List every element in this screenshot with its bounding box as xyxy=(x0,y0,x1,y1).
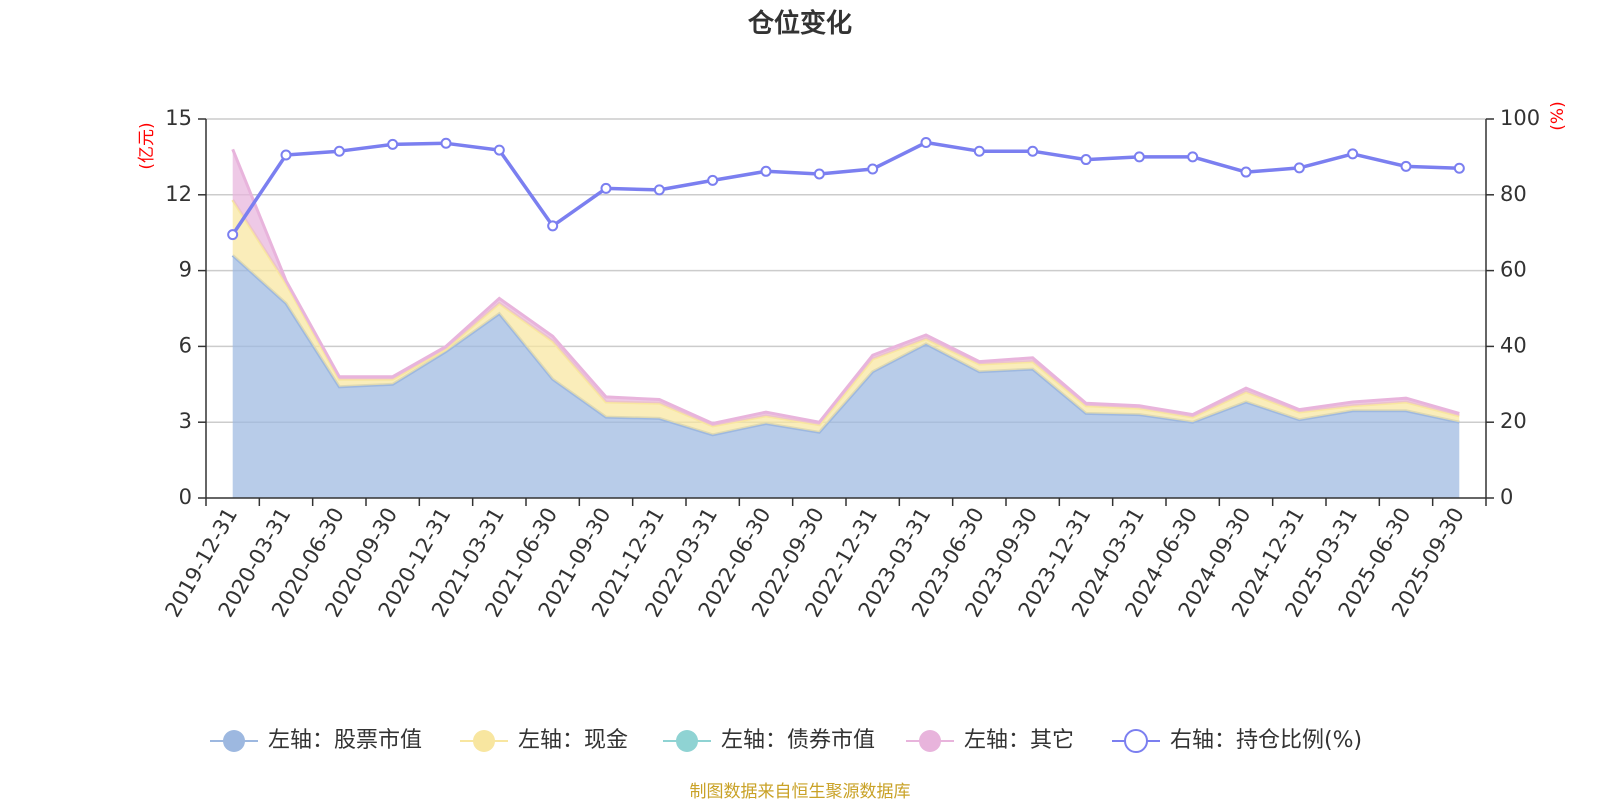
area-左轴：现金 xyxy=(232,199,1460,435)
left-axis-unit: (亿元) xyxy=(137,122,157,169)
left-tick-label: 6 xyxy=(179,333,192,357)
holding-ratio-point xyxy=(1133,151,1145,163)
left-tick-label: 15 xyxy=(165,106,192,130)
holding-ratio-point xyxy=(387,138,399,150)
left-tick-label: 3 xyxy=(179,409,192,433)
area-edge-左轴：其它 xyxy=(231,148,1460,426)
source-note: 制图数据来自恒生聚源数据库 xyxy=(690,782,911,800)
legend-marker xyxy=(473,730,495,752)
legend-marker xyxy=(1124,729,1148,753)
holding-ratio-point xyxy=(280,149,292,161)
holding-ratio-point xyxy=(653,184,665,196)
axes: 036912150204060801002019-12-312020-03-31… xyxy=(160,106,1540,621)
legend-label: 左轴：其它 xyxy=(964,728,1074,753)
legend: 左轴：股票市值 左轴：现金 左轴：债券市值 左轴：其它 右轴：持仓比例(%) xyxy=(210,728,1362,753)
holding-ratio-point xyxy=(1453,162,1465,174)
right-tick-label: 100 xyxy=(1500,106,1540,130)
holding-ratio-point xyxy=(707,174,719,186)
holding-ratio-point xyxy=(760,165,772,177)
left-tick-label: 0 xyxy=(179,485,192,509)
holding-ratio-point xyxy=(333,145,345,157)
area-左轴：股票市值 xyxy=(232,255,1460,498)
legend-marker xyxy=(919,730,941,752)
holding-ratio-point xyxy=(440,137,452,149)
chart-title: 仓位变化 xyxy=(747,8,852,39)
holding-ratio-point xyxy=(1187,151,1199,163)
holding-ratio-point xyxy=(1400,160,1412,172)
holding-ratio-point xyxy=(1240,166,1252,178)
left-tick-label: 9 xyxy=(179,258,192,282)
legend-label: 右轴：持仓比例(%) xyxy=(1170,728,1362,753)
legend-label: 左轴：债券市值 xyxy=(721,728,875,753)
right-tick-label: 80 xyxy=(1500,182,1527,206)
holding-ratio-point xyxy=(973,145,985,157)
right-axis-unit: (%) xyxy=(1548,101,1568,130)
holding-ratio-point xyxy=(920,136,932,148)
legend-label: 左轴：股票市值 xyxy=(268,728,422,753)
holding-ratio-point xyxy=(600,182,612,194)
ratio-line xyxy=(227,136,1465,241)
holding-ratio-point xyxy=(1293,162,1305,174)
legend-label: 左轴：现金 xyxy=(518,728,628,753)
right-tick-label: 60 xyxy=(1500,258,1527,282)
holding-ratio-line xyxy=(231,140,1460,236)
legend-marker xyxy=(223,730,245,752)
right-tick-label: 40 xyxy=(1500,333,1527,357)
right-tick-label: 20 xyxy=(1500,409,1527,433)
right-tick-label: 0 xyxy=(1500,485,1513,509)
left-tick-label: 12 xyxy=(165,182,192,206)
holding-ratio-point xyxy=(227,229,239,241)
holding-ratio-point xyxy=(1080,154,1092,166)
holding-ratio-point xyxy=(813,168,825,180)
holding-ratio-point xyxy=(867,163,879,175)
holding-ratio-point xyxy=(547,220,559,232)
holding-ratio-point xyxy=(1347,148,1359,160)
legend-marker xyxy=(676,730,698,752)
holding-ratio-point xyxy=(1027,145,1039,157)
stacked-areas xyxy=(231,148,1460,498)
holding-ratio-point xyxy=(493,144,505,156)
